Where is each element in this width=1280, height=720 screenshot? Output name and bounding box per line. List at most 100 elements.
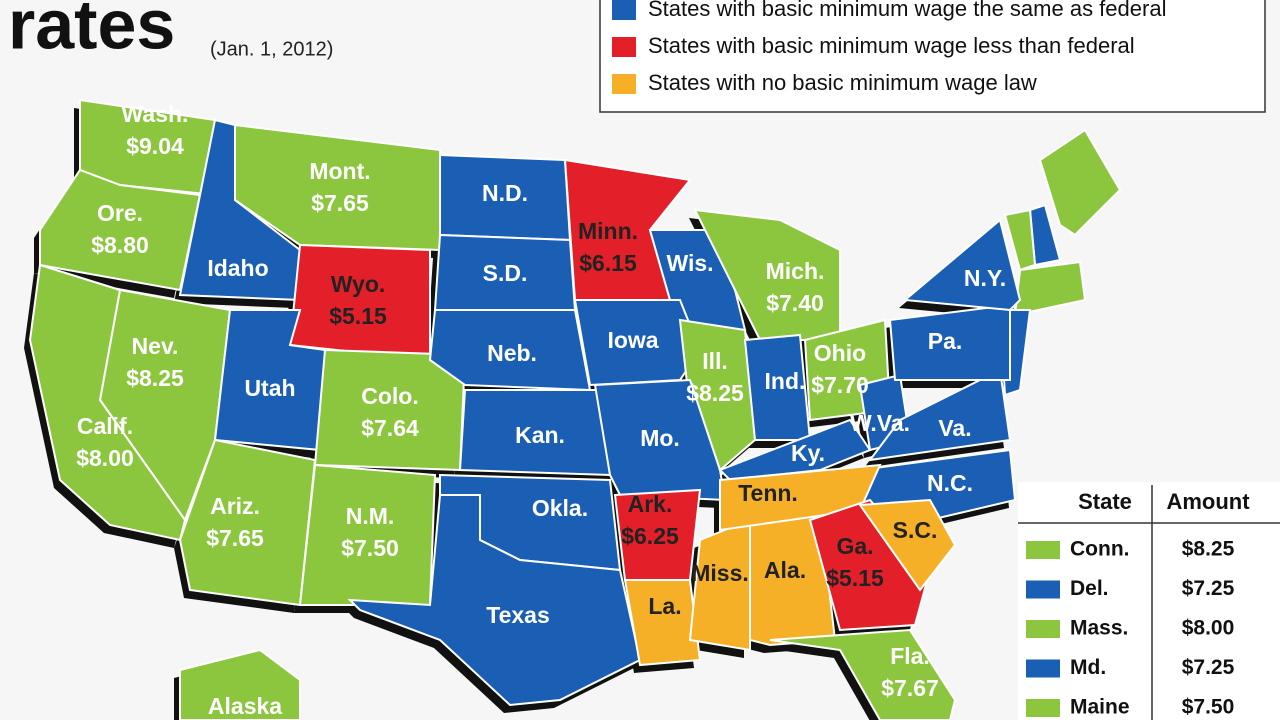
row-swatch xyxy=(1026,620,1060,638)
legend-label: States with no basic minimum wage law xyxy=(648,70,1037,95)
state-label: N.D. xyxy=(482,180,528,206)
row-state: Mass. xyxy=(1070,617,1128,640)
date: (Jan. 1, 2012) xyxy=(210,38,333,60)
row-amount: $7.50 xyxy=(1182,696,1235,719)
state-shape xyxy=(623,579,702,667)
state-label: Fla. xyxy=(890,643,930,669)
row-swatch xyxy=(1026,699,1060,717)
state-wage: $7.65 xyxy=(206,525,264,551)
state-label: Ariz. xyxy=(210,493,260,519)
state-label: Pa. xyxy=(928,328,963,354)
state-label: Minn. xyxy=(578,218,638,244)
state-shape xyxy=(693,208,841,341)
state-shape xyxy=(179,648,301,720)
state-shape xyxy=(867,368,1012,462)
row-amount: $8.00 xyxy=(1182,617,1235,640)
state-label: S.C. xyxy=(893,517,938,543)
map-labels: Wash. $9.04 Ore. $8.80 Idaho Mont. $7.65 Wyo. $5… xyxy=(76,101,1006,719)
state-label: Mich. xyxy=(766,258,825,284)
state-label: La. xyxy=(648,593,681,619)
table-header: Amount xyxy=(1166,489,1250,514)
state-shape xyxy=(888,303,1011,381)
state-shape xyxy=(769,628,957,720)
state-label: Ga. xyxy=(836,533,873,559)
state-wage: $7.65 xyxy=(311,190,369,216)
state-label: Ark. xyxy=(628,491,673,517)
row-state: Md. xyxy=(1070,656,1106,679)
state-shape xyxy=(428,309,592,392)
state-label: Va. xyxy=(938,415,971,441)
state-wage: $7.67 xyxy=(881,675,939,701)
state-wage: $5.15 xyxy=(826,565,884,591)
state-label: Ala. xyxy=(764,557,806,583)
state-label: Mo. xyxy=(640,425,680,451)
row-state: Conn. xyxy=(1070,538,1129,561)
state-wage: $7.64 xyxy=(361,415,419,441)
state-wage: $5.15 xyxy=(329,303,387,329)
legend-swatch xyxy=(612,0,636,20)
state-label: Utah xyxy=(244,375,295,401)
legend-box xyxy=(599,0,1266,113)
legend-label: States with basic minimum wage less than… xyxy=(648,33,1135,58)
legend: States with basic minimum wage the same … xyxy=(612,0,1166,95)
state-wage: $6.25 xyxy=(621,523,679,549)
state-wage: $8.80 xyxy=(91,232,149,258)
state-label: Wash. xyxy=(122,101,189,127)
map xyxy=(28,98,1122,720)
state-label: Nev. xyxy=(132,333,179,359)
state-wage: $8.00 xyxy=(76,445,134,471)
state-label: Neb. xyxy=(487,340,537,366)
state-wage: $7.50 xyxy=(341,535,399,561)
state-wage: $8.25 xyxy=(686,380,744,406)
state-label: Tenn. xyxy=(738,480,798,506)
state-label: W.Va. xyxy=(850,410,910,436)
state-label: Kan. xyxy=(515,422,565,448)
row-amount: $7.25 xyxy=(1182,656,1235,679)
state-wage: $7.70 xyxy=(811,372,869,398)
legend-swatch xyxy=(612,37,636,57)
state-wage: $9.04 xyxy=(126,133,184,159)
state-shape xyxy=(808,498,932,632)
state-label: Miss. xyxy=(691,560,749,586)
state-label: S.D. xyxy=(483,260,528,286)
state-label: Okla. xyxy=(532,495,588,521)
table: Conn. $8.25 Del. $7.25 Mass. $8.00 Md. $7.25 Mai… xyxy=(1026,538,1235,719)
state-label: Wyo. xyxy=(331,271,386,297)
state-label: Iowa xyxy=(607,327,658,353)
state-wage: $6.15 xyxy=(579,250,637,276)
state-shape xyxy=(1003,208,1037,272)
row-amount: $8.25 xyxy=(1182,538,1235,561)
table-panel xyxy=(1018,482,1280,720)
row-state: Maine xyxy=(1070,696,1130,719)
state-label: Ore. xyxy=(97,200,143,226)
state-label: Calif. xyxy=(77,413,133,439)
table-header: State xyxy=(1078,489,1132,514)
state-label: Idaho xyxy=(207,255,268,281)
state-label: N.C. xyxy=(927,470,973,496)
state-label: Alaska xyxy=(208,693,282,719)
state-shape xyxy=(858,498,957,592)
state-label: Ind. xyxy=(765,368,806,394)
state-shape xyxy=(902,218,1022,312)
state-wage: $8.25 xyxy=(126,365,184,391)
row-amount: $7.25 xyxy=(1182,577,1235,600)
state-shape xyxy=(347,494,642,707)
state-label: Colo. xyxy=(361,383,419,409)
state-wage: $7.40 xyxy=(766,290,824,316)
row-swatch xyxy=(1026,659,1060,678)
state-label: Wis. xyxy=(666,250,713,276)
state-label: Ohio xyxy=(814,340,866,366)
state-shape xyxy=(1038,128,1122,237)
state-label: Texas xyxy=(486,602,550,628)
state-label: N.Y. xyxy=(964,265,1006,291)
title: rates xyxy=(8,0,175,63)
state-label: Ky. xyxy=(791,440,825,466)
row-swatch xyxy=(1026,541,1060,559)
state-label: Ill. xyxy=(702,348,728,374)
legend-label: States with basic minimum wage the same … xyxy=(648,0,1166,21)
row-swatch xyxy=(1026,580,1060,599)
state-label: N.M. xyxy=(346,503,395,529)
legend-swatch xyxy=(612,74,636,94)
state-shape xyxy=(178,438,317,607)
